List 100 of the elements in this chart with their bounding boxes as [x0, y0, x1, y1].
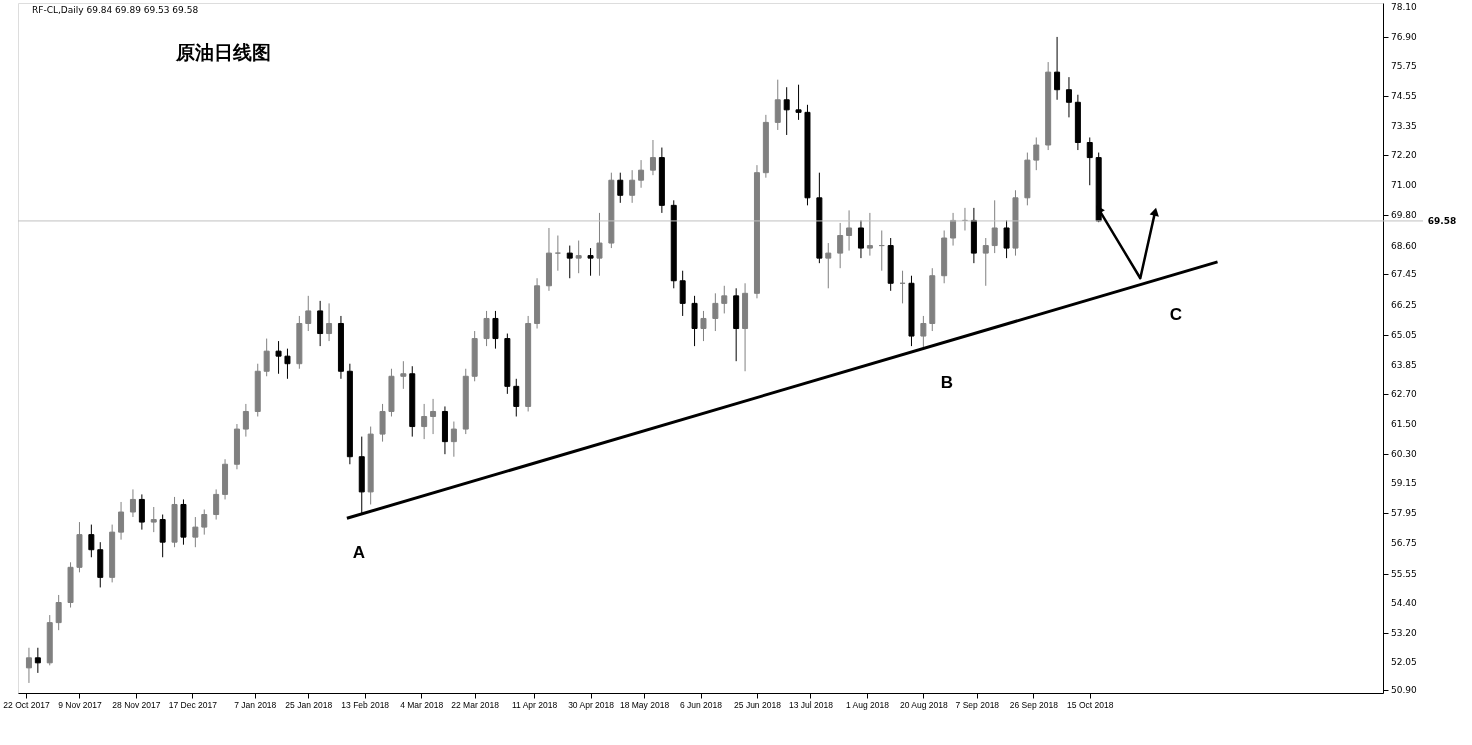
x-tick-label: 7 Sep 2018 — [955, 699, 1000, 710]
x-tick-label: 26 Sep 2018 — [1009, 699, 1059, 710]
y-tick-label: 50.90 — [1391, 685, 1418, 696]
candlestick — [34, 647, 41, 674]
y-tick-label: 73.35 — [1391, 121, 1417, 132]
y-tick-label: 63.85 — [1391, 359, 1417, 370]
candlestick — [513, 378, 520, 417]
y-tick-label: 66.25 — [1391, 299, 1417, 310]
candlestick — [317, 300, 324, 347]
y-tick-label: 72.20 — [1391, 150, 1418, 161]
candlestick — [138, 493, 145, 531]
y-tick-label: 65.05 — [1391, 329, 1417, 340]
x-tick-label: 25 Jun 2018 — [734, 699, 782, 710]
x-tick-label: 1 Aug 2018 — [845, 699, 890, 710]
y-tick-label: 57.95 — [1391, 508, 1417, 519]
candlestick — [857, 219, 864, 259]
x-tick-label: 15 Oct 2018 — [1067, 699, 1114, 710]
y-tick-label: 62.70 — [1391, 388, 1418, 399]
x-tick-label: 22 Oct 2017 — [3, 699, 50, 710]
candlestick — [421, 403, 428, 440]
candlestick — [700, 310, 707, 342]
x-tick-label: 6 Jun 2018 — [679, 699, 723, 710]
annotation: A — [352, 543, 366, 562]
candlestick — [712, 292, 719, 332]
candlestick — [1065, 76, 1072, 118]
y-tick-label: 54.40 — [1391, 597, 1418, 608]
candlestick — [192, 516, 199, 548]
x-tick-label: 13 Jul 2018 — [788, 699, 834, 710]
y-tick-label: 76.90 — [1391, 31, 1418, 42]
candlestick — [242, 403, 249, 438]
candlestick — [379, 403, 386, 443]
candlestick — [1003, 219, 1010, 259]
candlestick — [1086, 136, 1093, 186]
annotation: RF-CL,Daily 69.84 69.89 69.53 69.58 — [32, 5, 199, 15]
x-tick-label: 11 Apr 2018 — [511, 699, 558, 710]
candlestick — [950, 212, 957, 247]
candlestick — [783, 86, 790, 136]
y-tick-label: 74.55 — [1391, 91, 1417, 102]
y-tick-label: 68.60 — [1391, 240, 1418, 251]
candlestick — [483, 310, 490, 347]
candlestick — [201, 509, 208, 536]
x-tick-label: 17 Dec 2017 — [168, 699, 218, 710]
candlestick — [450, 421, 457, 458]
x-tick-label: 13 Feb 2018 — [341, 699, 390, 710]
candlestick — [617, 172, 624, 204]
y-tick-label: 56.75 — [1391, 538, 1417, 549]
candlestick — [55, 594, 62, 631]
candlestick — [118, 501, 125, 541]
y-tick-label: 75.75 — [1391, 60, 1417, 71]
candlestick — [1033, 136, 1040, 171]
candlestick — [159, 514, 166, 558]
x-tick-label: 18 May 2018 — [619, 699, 670, 710]
y-tick-label: 69.80 — [1391, 210, 1418, 221]
candlestick — [587, 247, 594, 277]
candlestick — [774, 79, 781, 131]
candlestick — [284, 348, 291, 380]
candlestick — [795, 84, 802, 121]
annotation: B — [940, 373, 954, 392]
candlestick — [263, 338, 270, 377]
x-tick-label: 28 Nov 2017 — [112, 699, 161, 710]
y-tick-label: 78.10 — [1391, 1, 1418, 12]
candlestick — [275, 340, 282, 375]
candlestick — [596, 212, 603, 277]
candlestick — [825, 242, 832, 289]
candlestick — [150, 506, 157, 533]
y-tick-label: 67.45 — [1391, 269, 1417, 280]
candlestick — [305, 295, 312, 332]
candlestick — [866, 212, 873, 257]
y-tick-label: 53.20 — [1391, 627, 1418, 638]
candlestick — [920, 315, 927, 350]
candlestick — [991, 199, 998, 254]
candlestick — [213, 488, 220, 521]
y-tick-label: 52.05 — [1391, 656, 1417, 667]
candlestick — [326, 302, 333, 342]
x-tick-label: 7 Jan 2018 — [234, 699, 277, 710]
candlestick — [430, 398, 437, 435]
candlestick — [629, 169, 636, 204]
y-tick-label: 59.15 — [1391, 478, 1417, 489]
candlestick — [566, 245, 573, 279]
y-tick-label: 55.55 — [1391, 568, 1417, 579]
x-tick-label: 4 Mar 2018 — [400, 699, 444, 710]
x-tick-label: 9 Nov 2017 — [58, 699, 102, 710]
candlestick — [492, 310, 499, 350]
x-tick-label: 20 Aug 2018 — [899, 699, 948, 710]
x-tick-label: 22 Mar 2018 — [451, 699, 500, 710]
candlestick — [982, 237, 989, 287]
candlestick — [846, 209, 853, 252]
y-tick-label: 60.30 — [1391, 449, 1418, 460]
candlestick — [129, 488, 136, 518]
candlestick — [649, 139, 656, 176]
text: 原油日线图 — [175, 41, 271, 63]
y-tick-label: 61.50 — [1391, 419, 1418, 430]
candlestick — [638, 159, 645, 189]
candlestick — [575, 240, 582, 274]
candlestick — [554, 235, 561, 272]
ref-line-label: 69.58 — [1427, 215, 1457, 226]
candlestick — [679, 270, 686, 317]
candlestick — [1054, 36, 1061, 101]
candlestick — [837, 222, 844, 269]
y-tick-label: 71.00 — [1391, 180, 1418, 191]
